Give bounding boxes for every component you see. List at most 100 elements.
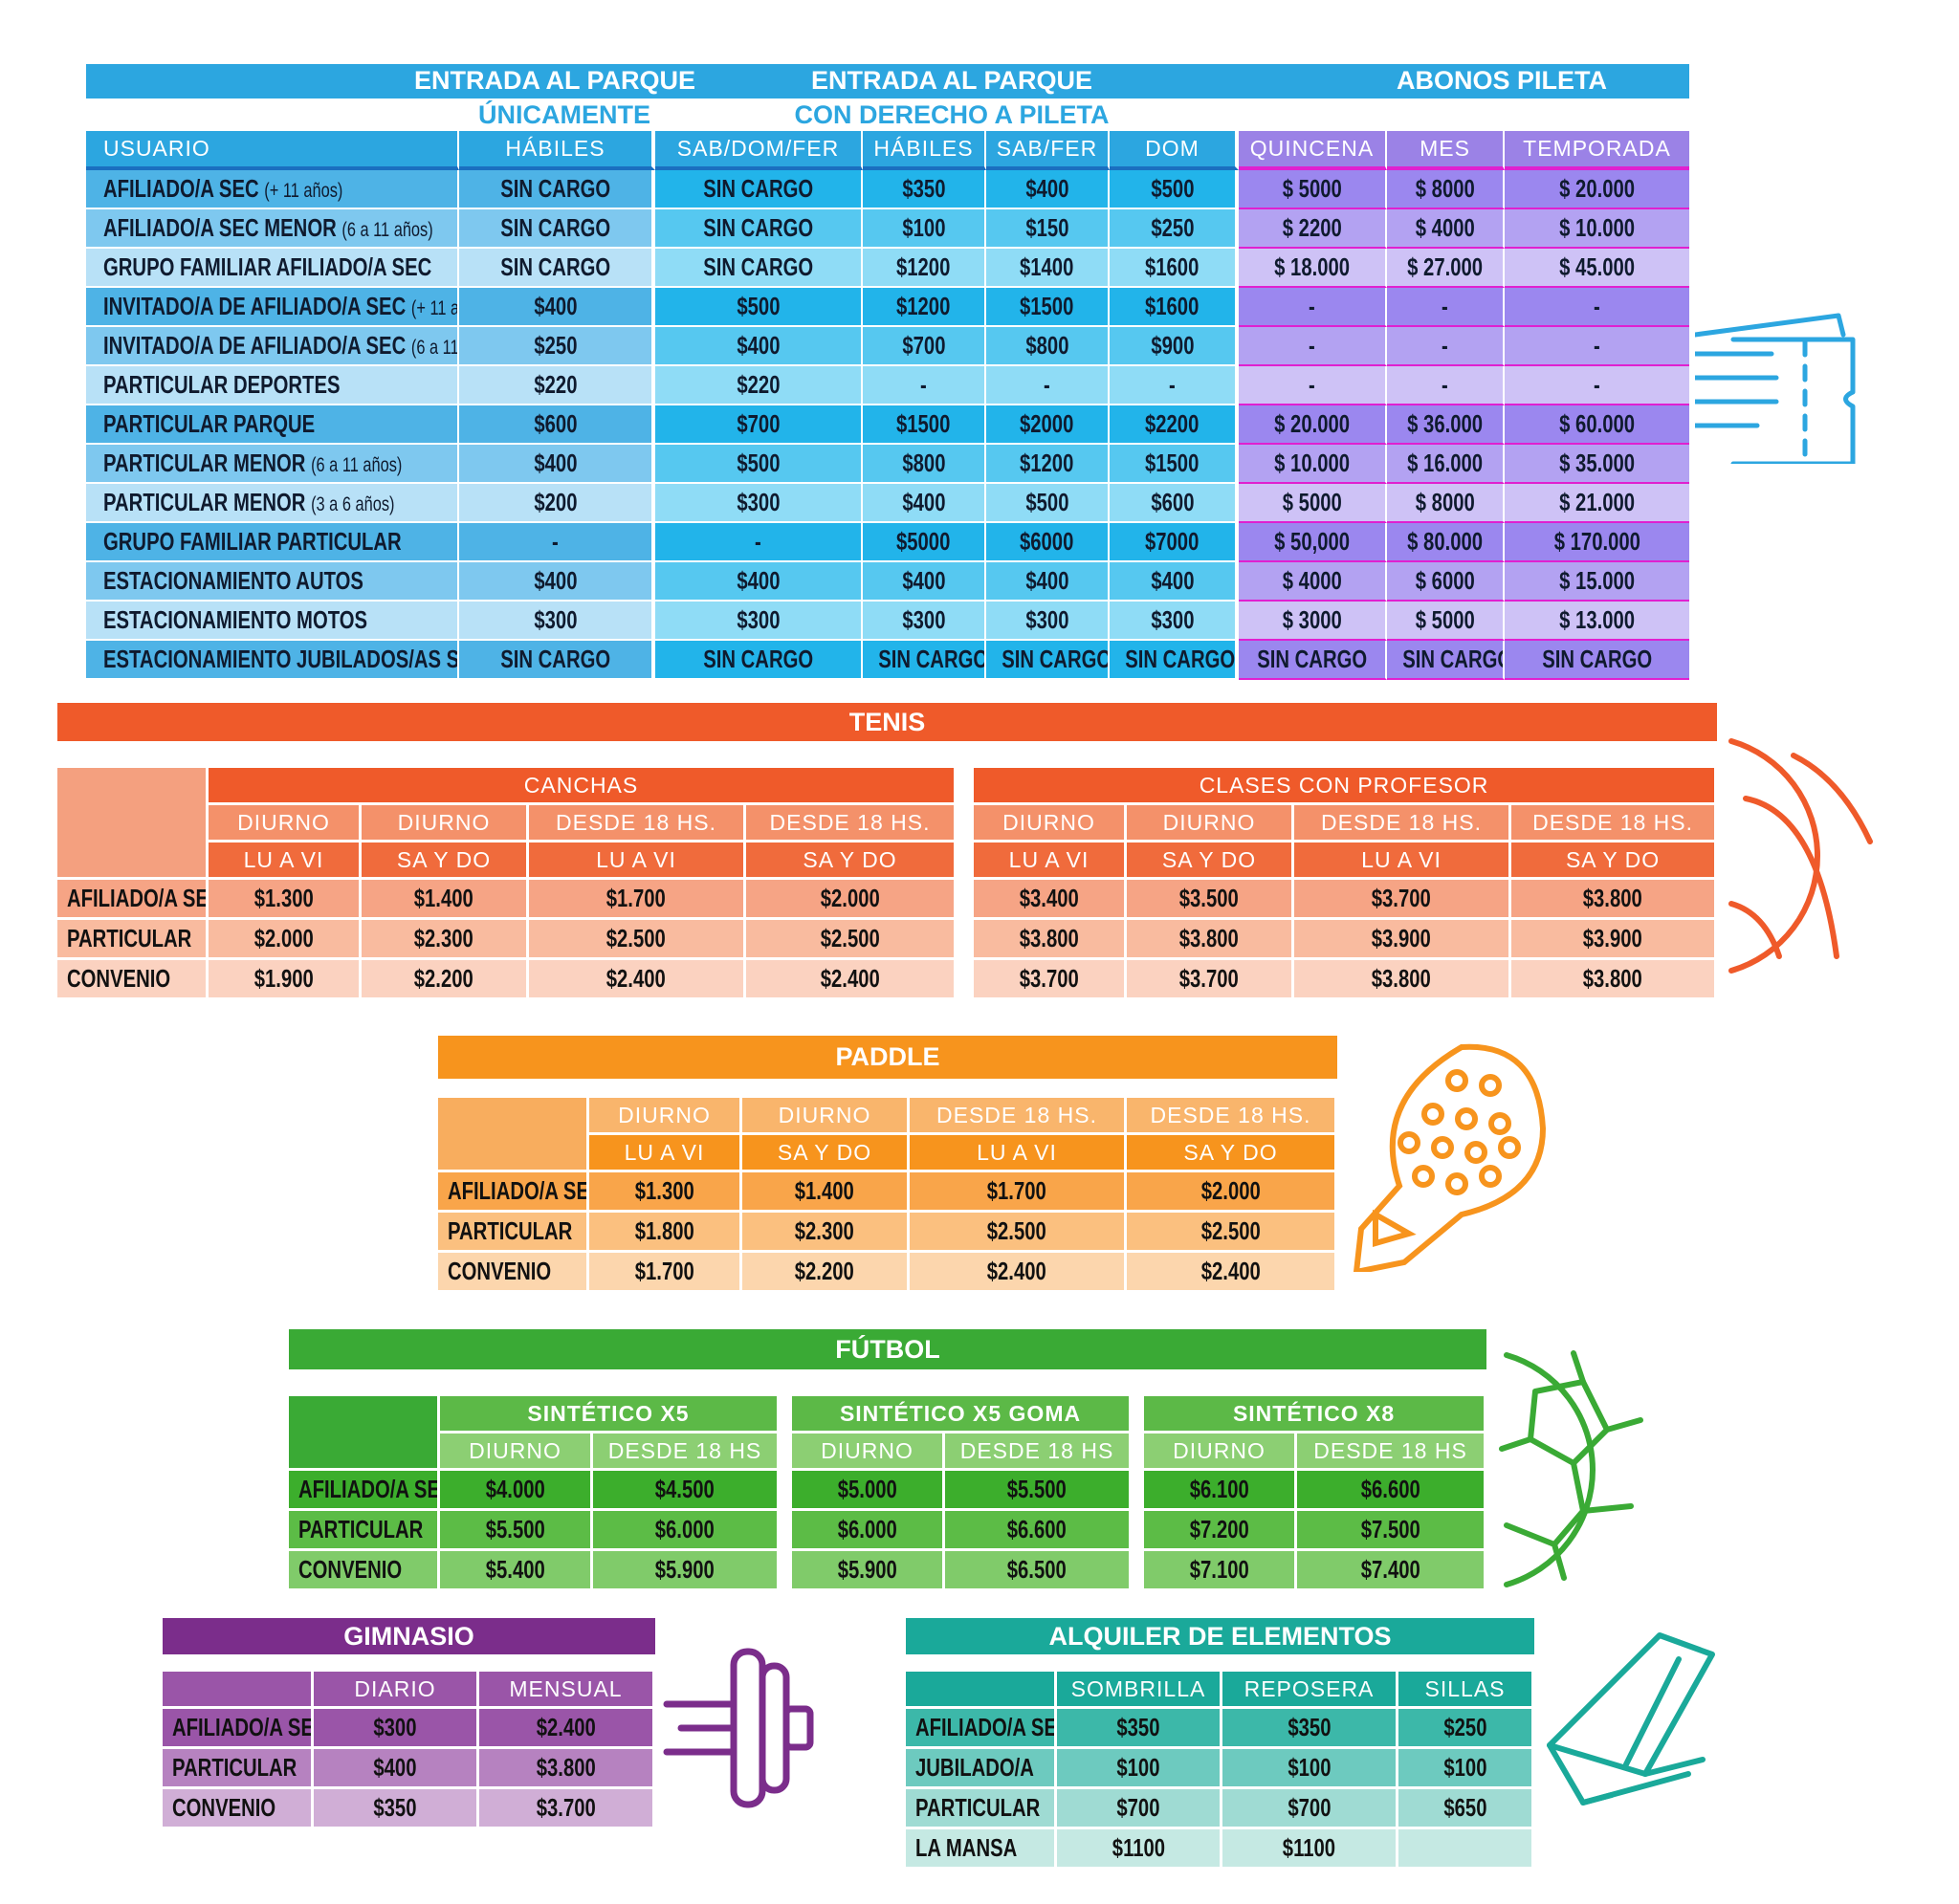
tenis-value-cell: $3.800 <box>1127 920 1295 960</box>
park-user-cell: ESTACIONAMIENTO MOTOS <box>86 602 459 641</box>
tenis-col-header: LU A VI <box>974 843 1128 880</box>
paddle-value-cell: $2.300 <box>742 1213 910 1253</box>
cell-text: $500 <box>1024 488 1069 516</box>
park-user-name: PARTICULAR MENOR <box>103 488 306 516</box>
cell-text: $3.900 <box>1583 924 1643 952</box>
cell-text: $7.100 <box>1189 1555 1249 1584</box>
alquiler-value-cell: $350 <box>1222 1709 1398 1749</box>
park-value-cell: SIN CARGO <box>1505 641 1689 680</box>
cell-text: $7.400 <box>1360 1555 1420 1584</box>
park-value-cell: SIN CARGO <box>863 641 986 680</box>
park-value-cell: $ 16.000 <box>1387 445 1505 484</box>
tenis-table: CANCHAS CLASES CON PROFESOR DIURNO DIURNO DE… <box>57 768 1718 1000</box>
tenis-col-header: DESDE 18 HS. <box>1294 805 1512 843</box>
park-user-cell: PARTICULAR MENOR (6 a 11 años) <box>86 445 459 484</box>
cell-text: $3.800 <box>1179 924 1240 952</box>
cell-text: - <box>1309 370 1315 399</box>
futbol-value-cell: $6.600 <box>1297 1471 1487 1511</box>
park-value-cell: $ 170.000 <box>1505 523 1689 562</box>
gimnasio-value-cell: $400 <box>314 1749 479 1789</box>
cell-text: $800 <box>1024 331 1069 360</box>
park-row: INVITADO/A DE AFILIADO/A SEC (6 a 11 año… <box>86 327 1689 366</box>
cell-text: $2.500 <box>605 924 667 952</box>
futbol-table-wrap: SINTÉTICO X5 SINTÉTICO X5 GOMA SINTÉTICO X… <box>289 1396 1487 1591</box>
cell-text: $ 18.000 <box>1274 252 1350 281</box>
cell-text: $1500 <box>896 409 951 438</box>
alquiler-row: LA MANSA $1100 $1100 <box>906 1829 1534 1870</box>
cell-text: $ 15.000 <box>1559 566 1635 595</box>
paddle-table-wrap: DIURNO DIURNO DESDE 18 HS. DESDE 18 HS. LU A… <box>438 1098 1337 1293</box>
park-value-cell: $600 <box>1110 484 1239 523</box>
park-value-cell: SIN CARGO <box>655 249 863 288</box>
cell-text: $6.600 <box>1006 1515 1068 1543</box>
dumbbell-icon <box>662 1647 825 1814</box>
cell-text: $4.000 <box>485 1475 545 1503</box>
park-value-cell: $300 <box>655 602 863 641</box>
park-value-cell: $1400 <box>986 249 1110 288</box>
cell-text: $ 60.000 <box>1559 409 1635 438</box>
futbol-row: AFILIADO/A SEC $4.000 $4.500 $5.000 $5.500 $6… <box>289 1471 1487 1511</box>
park-user-label: INVITADO/A DE AFILIADO/A SEC (6 a 11 año… <box>103 331 457 361</box>
park-value-cell: $1500 <box>863 405 986 445</box>
park-value-cell: SIN CARGO <box>986 641 1110 680</box>
tenis-row: PARTICULAR $2.000 $2.300 $2.500 $2.500 $3.800… <box>57 920 1718 960</box>
park-row: INVITADO/A DE AFILIADO/A SEC (+ 11 años)… <box>86 288 1689 327</box>
park-value-cell: - <box>1387 327 1505 366</box>
park-section: ENTRADA AL PARQUE ENTRADA AL PARQUE ABON… <box>86 64 1689 680</box>
park-value-cell: $5000 <box>863 523 986 562</box>
cell-text: $ 3000 <box>1282 605 1342 634</box>
park-row: ESTACIONAMIENTO AUTOS $400 $400 $400 $400 $40… <box>86 562 1689 602</box>
park-user-label: PARTICULAR PARQUE <box>103 409 315 439</box>
paddle-value-cell: $2.000 <box>1127 1172 1337 1213</box>
park-value-cell: - <box>655 523 863 562</box>
futbol-value-cell: $7.200 <box>1144 1511 1298 1551</box>
futbol-value-cell: $5.900 <box>593 1551 781 1591</box>
park-user-label: PARTICULAR MENOR (6 a 11 años) <box>103 449 402 478</box>
tenis-col-header: DIURNO <box>974 805 1128 843</box>
gimnasio-value-cell: $3.800 <box>479 1749 655 1789</box>
park-value-cell: $2200 <box>1110 405 1239 445</box>
futbol-value-cell: $4.500 <box>593 1471 781 1511</box>
tenis-col-header: DIURNO <box>362 805 529 843</box>
park-row: AFILIADO/A SEC MENOR (6 a 11 años) SIN CA… <box>86 209 1689 249</box>
cell-text: SIN CARGO <box>1257 645 1367 673</box>
park-user-name: AFILIADO/A SEC MENOR <box>103 213 337 242</box>
alquiler-row-label: PARTICULAR <box>906 1789 1057 1829</box>
park-user-cell: GRUPO FAMILIAR PARTICULAR <box>86 523 459 562</box>
cell-text: $400 <box>1024 174 1069 203</box>
futbol-col-header: DESDE 18 HS <box>945 1433 1133 1471</box>
alquiler-corner <box>906 1672 1057 1709</box>
park-user-label: PARTICULAR DEPORTES <box>103 370 341 400</box>
park-col-header: HÁBILES <box>863 131 986 170</box>
cell-text: $600 <box>533 409 578 438</box>
paddle-row: CONVENIO $1.700 $2.200 $2.400 $2.400 <box>438 1253 1337 1293</box>
park-user-label: AFILIADO/A SEC MENOR (6 a 11 años) <box>103 213 433 243</box>
park-user-cell: AFILIADO/A SEC MENOR (6 a 11 años) <box>86 209 459 249</box>
park-value-cell: $ 45.000 <box>1505 249 1689 288</box>
cell-text: $ 50,000 <box>1274 527 1350 556</box>
futbol-group-row: SINTÉTICO X5 SINTÉTICO X5 GOMA SINTÉTICO X… <box>289 1396 1487 1471</box>
futbol-col-header: DIURNO <box>440 1433 593 1471</box>
paddle-col-header: DIURNO <box>742 1098 910 1135</box>
park-subtitle-unicamente: ÚNICAMENTE <box>478 100 650 129</box>
park-row: ESTACIONAMIENTO JUBILADOS/AS SEC SIN CARG… <box>86 641 1689 680</box>
gap <box>957 920 975 960</box>
futbol-value-cell: $5.500 <box>440 1511 593 1551</box>
park-user-cell: PARTICULAR PARQUE <box>86 405 459 445</box>
park-user-cell: ESTACIONAMIENTO AUTOS <box>86 562 459 602</box>
cell-text: PARTICULAR <box>172 1753 297 1782</box>
park-value-cell: $ 60.000 <box>1505 405 1689 445</box>
futbol-title: FÚTBOL <box>289 1329 1486 1369</box>
cell-text: $1600 <box>1145 292 1200 320</box>
gap <box>780 1551 793 1591</box>
park-value-cell: $ 5000 <box>1239 484 1387 523</box>
futbol-header-row: DIURNO DESDE 18 HS DIURNO DESDE 18 HS DIURNO… <box>289 1433 1487 1471</box>
paddle-row: PARTICULAR $1.800 $2.300 $2.500 $2.500 <box>438 1213 1337 1253</box>
park-value-cell: $400 <box>863 562 986 602</box>
cell-text: $400 <box>736 331 781 360</box>
tenis-col-header: DESDE 18 HS. <box>1511 805 1718 843</box>
cell-text: $5.900 <box>654 1555 715 1584</box>
park-value-cell: SIN CARGO <box>655 641 863 680</box>
cell-text: $300 <box>736 488 781 516</box>
gap <box>780 1511 793 1551</box>
